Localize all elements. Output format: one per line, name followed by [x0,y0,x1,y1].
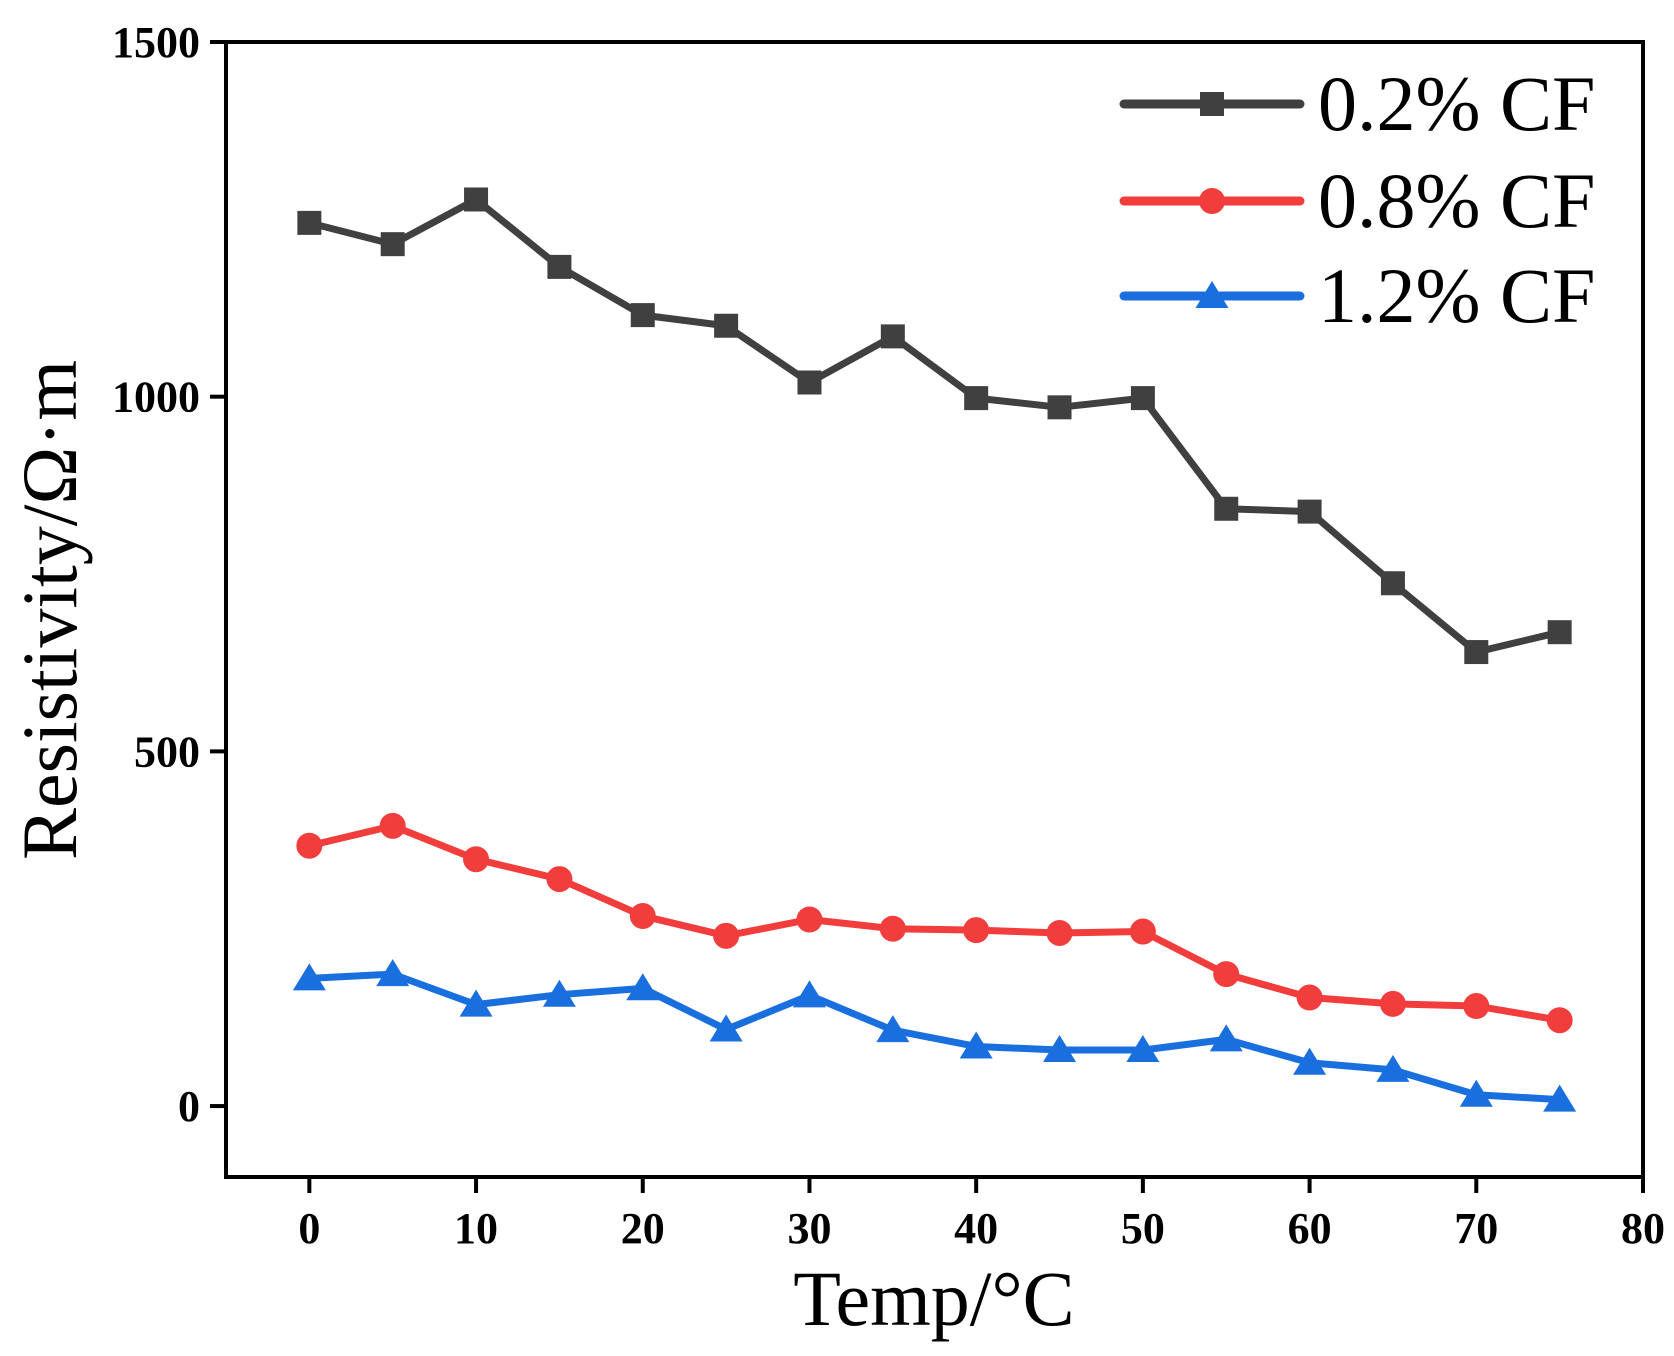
data-point [1463,993,1490,1020]
legend-marker [1200,92,1224,116]
legend-entry: 1.2% CF [1119,252,1595,339]
data-point [713,922,740,949]
series-1-2-cf [292,959,1577,1112]
data-point [1043,1035,1077,1063]
data-point [879,915,906,942]
data-point [1546,1007,1573,1034]
data-point [714,313,739,338]
data-point [464,187,489,212]
x-tick-label: 20 [621,1204,665,1253]
data-point [1129,918,1156,945]
x-tick-label: 30 [787,1204,831,1253]
data-point [296,832,323,859]
legend-entry: 0.8% CF [1119,157,1595,244]
data-point [1459,1079,1493,1107]
legend-marker [1195,281,1229,308]
x-axis-title: Temp/°C [793,1255,1074,1342]
series-0-2-cf [297,187,1572,665]
series-line [308,822,1561,1024]
x-tick-label: 0 [298,1204,320,1253]
data-point [1130,386,1155,411]
data-point [292,963,326,991]
data-point [1213,961,1240,988]
x-tick-label: 10 [454,1204,498,1253]
data-point [959,1031,993,1059]
data-point [626,973,660,1001]
data-point [546,866,573,893]
legend-label: 0.8% CF [1318,157,1595,244]
data-point [463,846,490,873]
data-point [379,812,406,839]
x-tick-label: 50 [1121,1204,1165,1253]
data-point [1126,1035,1160,1063]
plot-frame [224,40,1645,1179]
data-point [630,303,655,328]
data-point [1376,1054,1410,1082]
data-point [1543,1084,1577,1112]
legend: 0.2% CF 0.8% CF1.2% CF [1119,60,1595,339]
y-tick-label: 1500 [112,18,200,67]
data-point [629,902,656,929]
legend-label: 1.2% CF [1318,252,1595,339]
data-point [380,232,405,257]
y-axis-title: Resistivity/Ω·m [6,360,93,860]
data-point [376,959,410,987]
legend-label: 0.2% CF [1318,60,1595,147]
data-point [459,989,493,1017]
series-line [309,970,1560,1104]
y-tick-label: 500 [134,727,200,776]
x-tick-label: 80 [1621,1204,1665,1253]
data-point [297,210,322,235]
data-point [1379,990,1406,1017]
data-point [1297,499,1322,524]
x-tick-label: 60 [1288,1204,1332,1253]
data-point [1214,496,1239,521]
data-point [542,979,576,1007]
data-point [1046,919,1073,946]
y-tick-label: 1000 [112,373,200,422]
data-point [1047,395,1072,420]
data-point [876,1015,910,1043]
data-point [709,1014,743,1042]
legend-marker [1199,188,1225,214]
data-point [547,254,572,279]
data-point [796,906,823,933]
ticks-layer: 0 10 20 30 40 50 60 70 80 0 500 1000 1500 [112,18,1665,1253]
series-line [308,195,1561,656]
data-point [1464,640,1489,665]
legend-entry: 0.2% CF [1119,60,1595,147]
y-tick-label: 0 [178,1082,200,1131]
x-tick-label: 40 [954,1204,998,1253]
data-point [1380,571,1405,596]
data-point [1209,1024,1243,1052]
series-0-8-cf [296,812,1573,1034]
series-layer [292,187,1577,1112]
data-point [1293,1047,1327,1075]
data-point [1296,984,1323,1011]
data-point [964,386,989,411]
x-tick-label: 70 [1454,1204,1498,1253]
data-point [1547,620,1572,645]
data-point [963,917,990,944]
data-point [792,980,826,1008]
data-point [797,370,822,395]
data-point [880,324,905,349]
